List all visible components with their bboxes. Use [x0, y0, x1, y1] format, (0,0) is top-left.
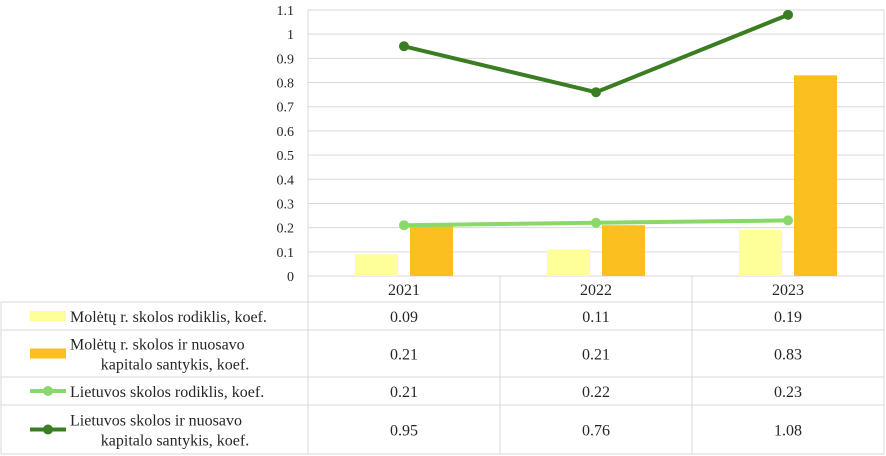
legend-key-marker-3 [43, 424, 53, 435]
y-tick-label: 0.3 [277, 197, 295, 212]
data-table-value: 0.11 [582, 309, 609, 326]
data-table-value: 0.19 [774, 309, 802, 326]
legend-label-series-2: Lietuvos skolos rodiklis, koef. [70, 384, 264, 401]
category-label: 2023 [772, 282, 804, 299]
legend-label-series-1: kapitalo santykis, koef. [101, 357, 249, 374]
data-table-value: 0.23 [774, 384, 802, 401]
y-tick-label: 1 [287, 28, 294, 43]
data-table-value: 0.21 [582, 347, 610, 364]
bar-series-1-2023 [794, 75, 837, 276]
data-table-value: 0.22 [582, 384, 610, 401]
data-table-value: 0.76 [582, 423, 610, 440]
data-table-value: 0.83 [774, 347, 802, 364]
legend-label-series-1: Molėtų r. skolos ir nuosavo [70, 337, 245, 354]
y-tick-label: 0.9 [277, 52, 295, 67]
data-table-value: 0.21 [390, 384, 418, 401]
data-table-value: 1.08 [774, 423, 802, 440]
y-tick-label: 0.5 [277, 149, 295, 164]
legend-key-series-1 [30, 348, 66, 359]
bar-series-0-2021 [355, 254, 398, 276]
legend-label-series-0: Molėtų r. skolos rodiklis, koef. [70, 309, 267, 326]
y-tick-label: 0.2 [277, 222, 295, 237]
line-point-2-2021 [399, 220, 409, 231]
data-table-value: 0.09 [390, 309, 418, 326]
y-tick-label: 0.4 [277, 173, 295, 188]
legend-label-series-3: Lietuvos skolos ir nuosavo [70, 413, 242, 430]
data-table-value: 0.95 [390, 423, 418, 440]
bar-series-0-2022 [547, 249, 590, 276]
y-tick-label: 0.1 [277, 246, 295, 261]
line-point-2-2022 [591, 217, 601, 228]
y-tick-label: 0 [287, 270, 294, 285]
line-point-3-2021 [399, 41, 409, 52]
category-label: 2021 [388, 282, 420, 299]
line-point-2-2023 [783, 215, 793, 226]
category-label: 2022 [580, 282, 612, 299]
legend-key-marker-2 [43, 386, 53, 396]
y-tick-label: 0.6 [277, 125, 295, 140]
bar-series-0-2023 [739, 230, 782, 276]
line-series-3 [403, 12, 789, 95]
legend-label-series-3: kapitalo santykis, koef. [101, 433, 249, 450]
y-tick-label: 1.1 [277, 4, 295, 19]
bar-series-1-2022 [602, 225, 645, 276]
y-tick-label: 0.7 [277, 101, 295, 116]
legend-key-series-0 [30, 311, 66, 321]
line-point-3-2022 [591, 87, 601, 98]
line-point-3-2023 [783, 9, 793, 20]
y-tick-label: 0.8 [277, 77, 295, 92]
data-table-value: 0.21 [390, 347, 418, 364]
bar-series-1-2021 [410, 225, 453, 276]
